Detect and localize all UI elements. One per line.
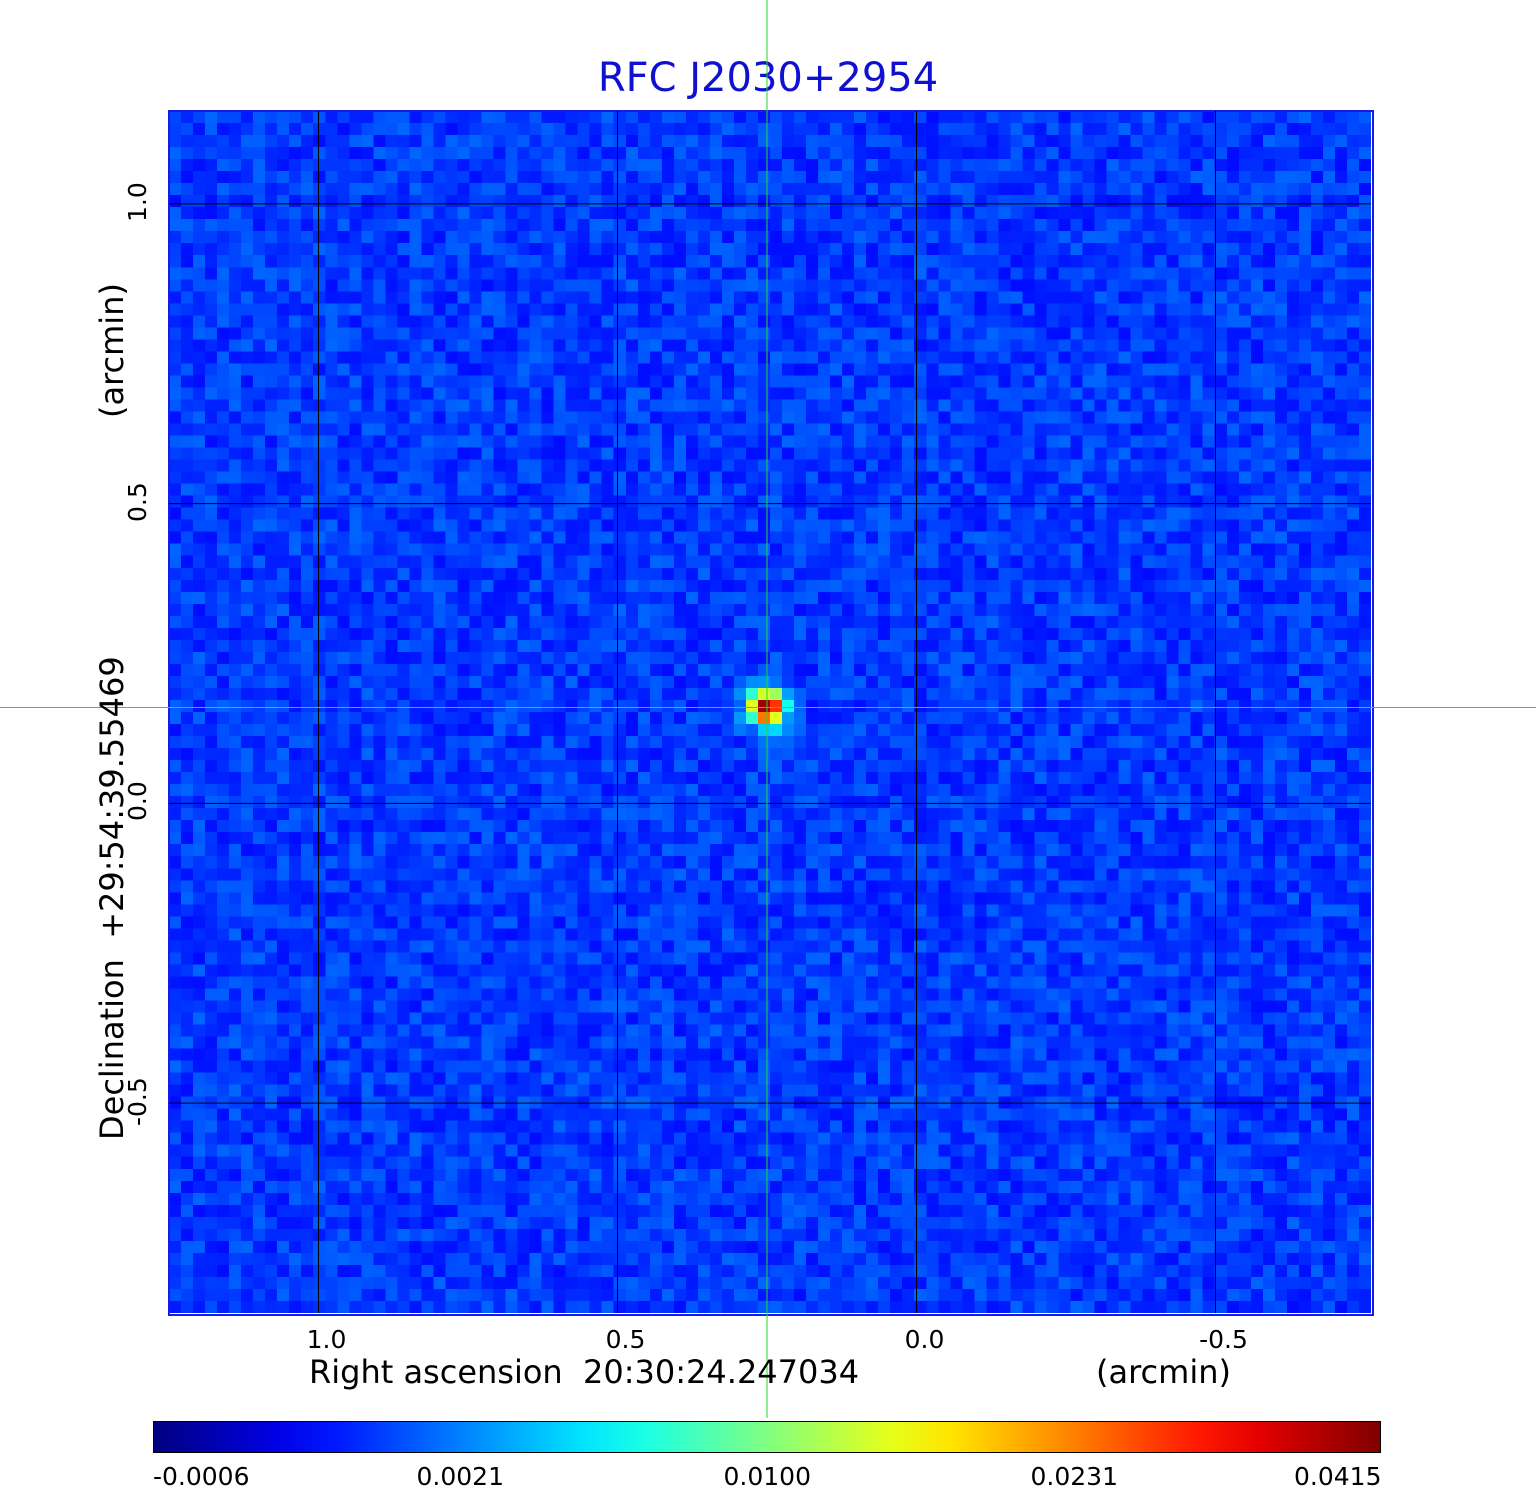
colorbar-tick-label: 0.0415 xyxy=(1294,1462,1382,1491)
y-tick-label: 1.0 xyxy=(123,182,152,222)
chart-title: RFC J2030+2954 xyxy=(597,55,939,101)
colorbar-tick-label: 0.0100 xyxy=(723,1462,811,1491)
x-axis-label: Right ascension 20:30:24.247034 xyxy=(309,1353,860,1391)
colorbar xyxy=(153,1421,1381,1453)
y-axis-label: Declination +29:54:39.55469 xyxy=(93,656,131,1140)
x-tick-label: 0.5 xyxy=(605,1325,646,1354)
colorbar-tick-label: 0.0021 xyxy=(416,1462,504,1491)
x-tick-label: -0.5 xyxy=(1199,1325,1248,1354)
x-axis-unit: (arcmin) xyxy=(1096,1353,1231,1391)
y-tick-label: 0.5 xyxy=(123,481,152,522)
x-tick-label: 1.0 xyxy=(306,1325,347,1354)
colorbar-tick-label: -0.0006 xyxy=(153,1462,250,1491)
intensity-map xyxy=(169,111,1371,1313)
colorbar-tick-label: 0.0231 xyxy=(1030,1462,1118,1491)
x-tick-label: 0.0 xyxy=(904,1325,945,1354)
y-axis-unit: (arcmin) xyxy=(93,283,131,418)
